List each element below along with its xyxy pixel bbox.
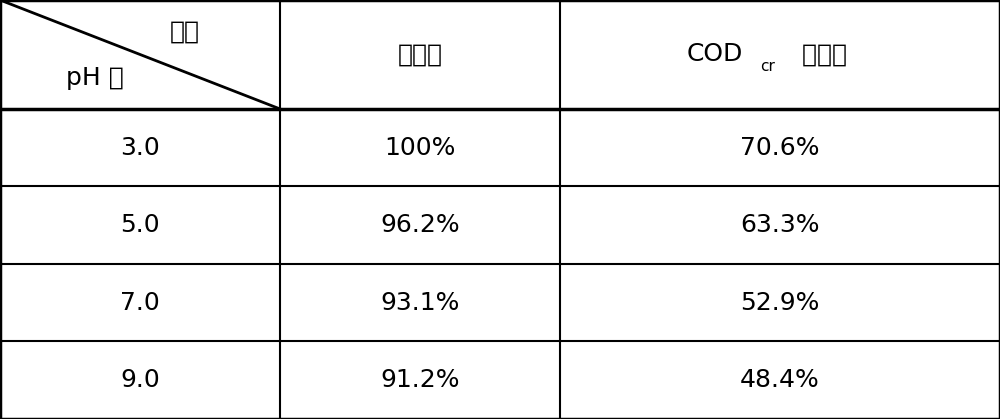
Text: 48.4%: 48.4%	[740, 368, 820, 392]
Text: 93.1%: 93.1%	[380, 291, 460, 315]
Text: 52.9%: 52.9%	[740, 291, 820, 315]
Text: 脱色率: 脱色率	[398, 42, 443, 67]
Text: 91.2%: 91.2%	[380, 368, 460, 392]
Text: 7.0: 7.0	[120, 291, 160, 315]
Text: 指标: 指标	[170, 19, 200, 44]
Text: 3.0: 3.0	[120, 136, 160, 160]
Text: 9.0: 9.0	[120, 368, 160, 392]
Text: 5.0: 5.0	[120, 213, 160, 237]
Text: COD: COD	[687, 42, 743, 67]
Text: pH 值: pH 值	[66, 65, 124, 90]
Text: 96.2%: 96.2%	[380, 213, 460, 237]
Text: 70.6%: 70.6%	[740, 136, 820, 160]
Text: 100%: 100%	[384, 136, 456, 160]
Text: 去除率: 去除率	[794, 42, 847, 67]
Text: 63.3%: 63.3%	[740, 213, 820, 237]
Text: cr: cr	[761, 59, 775, 74]
